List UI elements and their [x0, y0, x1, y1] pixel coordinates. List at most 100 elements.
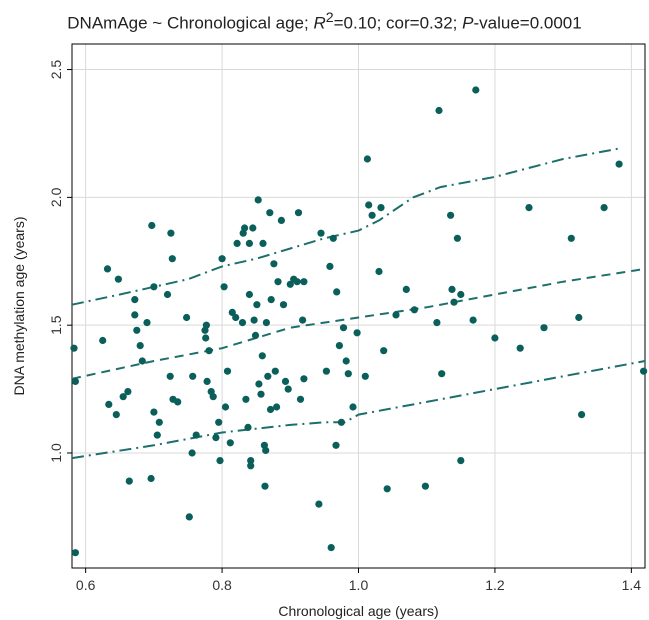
- data-point: [185, 513, 193, 521]
- data-point: [249, 224, 257, 232]
- data-point: [220, 283, 228, 291]
- data-point: [271, 367, 279, 375]
- data-point: [344, 370, 352, 378]
- data-point: [273, 403, 281, 411]
- data-point: [167, 229, 175, 237]
- data-point: [124, 388, 132, 396]
- data-point: [70, 344, 78, 352]
- data-point: [202, 321, 210, 329]
- data-point: [221, 403, 230, 411]
- y-tick-label: 2.5: [48, 60, 64, 80]
- data-point: [322, 367, 330, 375]
- data-point: [150, 283, 158, 291]
- data-point: [238, 319, 247, 327]
- y-tick-label: 1.0: [48, 443, 64, 463]
- data-point: [148, 221, 156, 230]
- data-point: [339, 324, 348, 332]
- data-point: [375, 267, 383, 276]
- data-point: [262, 319, 270, 327]
- data-point: [266, 405, 275, 414]
- grid: [72, 44, 645, 568]
- x-axis-label: Chronological age (years): [278, 603, 438, 619]
- data-point: [491, 334, 499, 342]
- data-point: [277, 216, 285, 224]
- data-point: [202, 334, 210, 342]
- data-point: [147, 474, 155, 483]
- data-point: [337, 418, 345, 426]
- data-points: [70, 86, 648, 557]
- data-point: [332, 441, 340, 449]
- data-point: [329, 234, 337, 242]
- data-point: [216, 457, 224, 465]
- data-point: [244, 423, 252, 431]
- data-point: [317, 229, 325, 237]
- data-point: [138, 357, 146, 365]
- data-point: [447, 211, 455, 219]
- x-tick-label: 1.2: [485, 577, 505, 593]
- data-point: [380, 347, 388, 355]
- data-point: [472, 86, 480, 94]
- data-point: [136, 342, 144, 350]
- data-point: [168, 255, 176, 263]
- data-point: [247, 457, 255, 465]
- data-point: [103, 265, 112, 273]
- data-point: [114, 275, 122, 283]
- data-point: [300, 375, 308, 383]
- data-point: [209, 393, 217, 401]
- data-point: [575, 313, 583, 322]
- data-point: [435, 106, 443, 115]
- data-point: [131, 311, 139, 319]
- x-axis-ticks: 0.6 0.8 1.0 1.2 1.4: [76, 568, 641, 593]
- data-point: [153, 431, 161, 439]
- data-point: [300, 278, 308, 286]
- data-point: [125, 477, 133, 485]
- data-point: [600, 204, 608, 212]
- data-point: [188, 449, 196, 457]
- data-point: [448, 285, 456, 293]
- data-point: [247, 462, 255, 470]
- data-point: [242, 395, 250, 403]
- regression-line: [71, 267, 646, 380]
- data-point: [192, 431, 200, 439]
- data-point: [215, 418, 223, 426]
- y-axis-label: DNA methylation age (years): [11, 217, 27, 396]
- data-point: [438, 370, 446, 378]
- data-point: [525, 204, 533, 212]
- data-point: [450, 298, 458, 306]
- chart-title: DNAmAge ~ Chronological age; R2=0.10; co…: [67, 10, 582, 33]
- data-point: [270, 260, 278, 268]
- data-point: [232, 313, 240, 322]
- data-point: [228, 308, 236, 316]
- data-point: [286, 280, 294, 288]
- data-point: [294, 209, 303, 217]
- data-point: [99, 336, 107, 345]
- data-point: [266, 209, 274, 217]
- data-point: [392, 311, 400, 319]
- data-point: [264, 372, 272, 380]
- data-point: [353, 329, 361, 337]
- data-point: [363, 155, 371, 163]
- data-point: [257, 390, 265, 398]
- data-point: [349, 403, 357, 411]
- data-point: [205, 347, 213, 355]
- data-point: [410, 306, 418, 314]
- data-point: [212, 434, 220, 442]
- data-point: [262, 446, 270, 454]
- data-point: [327, 544, 335, 552]
- data-point: [615, 160, 623, 168]
- data-point: [578, 411, 586, 419]
- x-tick-label: 0.8: [212, 577, 232, 593]
- data-point: [457, 290, 465, 299]
- data-point: [433, 319, 441, 327]
- data-point: [326, 262, 334, 270]
- data-point: [284, 385, 292, 393]
- data-point: [640, 367, 648, 375]
- data-point: [258, 352, 266, 360]
- data-point: [143, 319, 151, 327]
- data-point: [245, 290, 253, 299]
- data-point: [131, 296, 139, 304]
- data-point: [315, 500, 323, 508]
- data-point: [567, 234, 575, 242]
- data-point: [516, 344, 524, 352]
